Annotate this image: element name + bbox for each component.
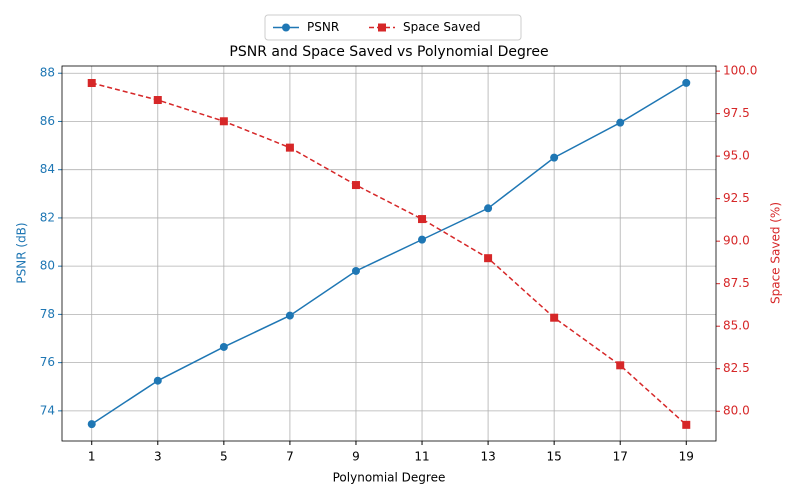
y-axis-label: PSNR (dB) [15, 222, 29, 283]
data-point [87, 420, 96, 429]
y2-tick-label: 92.5 [723, 191, 750, 205]
data-point [484, 254, 493, 263]
x-tick-label: 17 [613, 450, 628, 464]
x-tick-label: 11 [414, 450, 429, 464]
data-point [285, 143, 294, 152]
data-point [418, 215, 427, 224]
y-tick-label: 74 [40, 403, 55, 417]
y2-tick-label: 97.5 [723, 106, 750, 120]
data-point [351, 266, 360, 275]
series-line [91, 82, 687, 426]
data-point [550, 313, 559, 322]
x-tick-label: 1 [88, 450, 96, 464]
data-point [682, 78, 691, 87]
y2-axis-label: Space Saved (%) [769, 202, 783, 304]
y2-tick-label: 95.0 [723, 149, 750, 163]
y2-tick-label: 85.0 [723, 319, 750, 333]
y2-tick-label: 90.0 [723, 234, 750, 248]
y-tick-label: 82 [40, 210, 55, 224]
data-point [682, 420, 691, 429]
legend-label: Space Saved [403, 20, 480, 34]
y-tick-label: 86 [40, 114, 55, 128]
legend-marker [378, 23, 386, 32]
y-tick-label: 88 [40, 66, 55, 80]
data-point [484, 204, 493, 213]
chart-title: PSNR and Space Saved vs Polynomial Degre… [229, 44, 548, 60]
data-point [153, 376, 162, 385]
data-point [351, 181, 360, 190]
data-point [616, 361, 625, 370]
x-tick-label: 3 [154, 450, 162, 464]
data-point [418, 235, 427, 244]
y-tick-label: 80 [40, 259, 55, 273]
data-point [87, 79, 96, 88]
y-tick-label: 78 [40, 307, 55, 321]
y2-tick-label: 80.0 [723, 404, 750, 418]
data-point [219, 117, 228, 126]
legend-label: PSNR [307, 20, 339, 34]
x-tick-label: 7 [286, 450, 294, 464]
plot-frame [61, 65, 717, 442]
y2-tick-label: 82.5 [723, 361, 750, 375]
y2-tick-label: 100.0 [723, 64, 757, 78]
x-tick-label: 9 [352, 450, 360, 464]
y2-tick-label: 87.5 [723, 276, 750, 290]
x-tick-label: 19 [679, 450, 694, 464]
x-axis-label: Polynomial Degree [333, 471, 446, 485]
x-tick-label: 13 [480, 450, 495, 464]
y-tick-label: 84 [40, 162, 55, 176]
data-point [219, 342, 228, 351]
data-point [285, 311, 294, 320]
data-point [550, 153, 559, 162]
x-tick-label: 15 [547, 450, 562, 464]
x-tick-label: 5 [220, 450, 228, 464]
y-tick-label: 76 [40, 355, 55, 369]
data-point [616, 118, 625, 127]
legend-marker [282, 23, 290, 32]
series-line [91, 82, 687, 425]
data-point [153, 96, 162, 105]
